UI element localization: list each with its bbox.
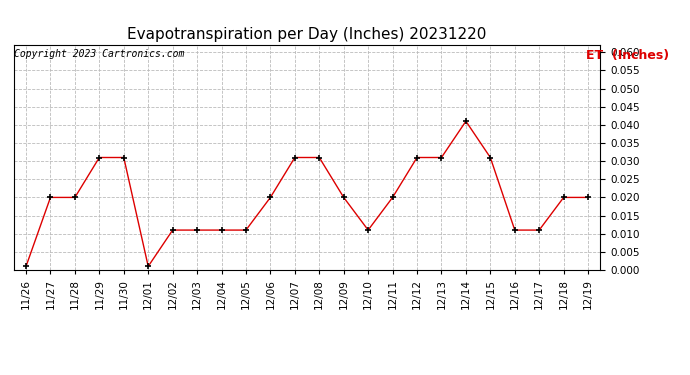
Text: ET  (Inches): ET (Inches) <box>586 49 669 62</box>
Title: Evapotranspiration per Day (Inches) 20231220: Evapotranspiration per Day (Inches) 2023… <box>128 27 486 42</box>
Text: Copyright 2023 Cartronics.com: Copyright 2023 Cartronics.com <box>14 49 184 59</box>
